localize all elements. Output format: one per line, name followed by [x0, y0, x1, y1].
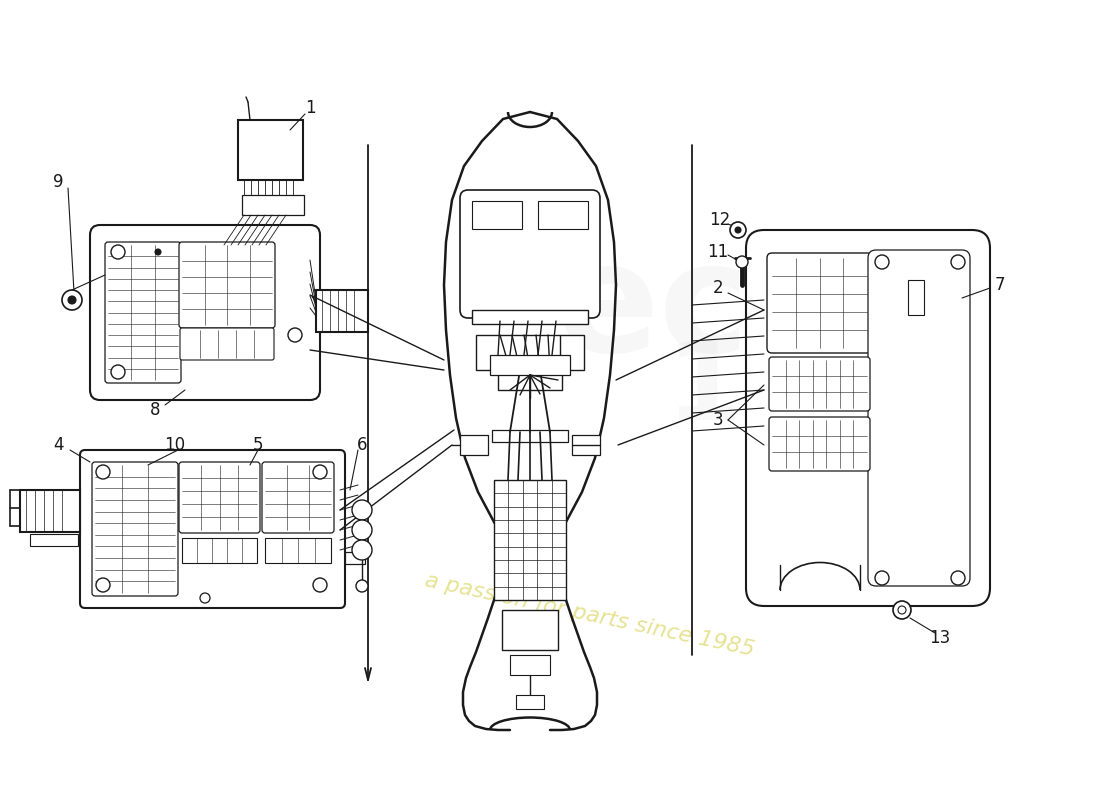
Circle shape	[96, 578, 110, 592]
Bar	[242, 195, 304, 215]
FancyBboxPatch shape	[92, 462, 178, 596]
Text: 1: 1	[305, 99, 316, 117]
Circle shape	[952, 255, 965, 269]
Text: 9: 9	[53, 173, 64, 191]
FancyBboxPatch shape	[767, 253, 872, 353]
Circle shape	[898, 606, 906, 614]
Circle shape	[314, 578, 327, 592]
FancyBboxPatch shape	[262, 462, 334, 533]
Text: 13: 13	[930, 629, 950, 647]
FancyBboxPatch shape	[868, 250, 970, 586]
Circle shape	[288, 328, 302, 342]
Bar	[238, 120, 302, 180]
Text: 1985: 1985	[666, 337, 975, 443]
Text: 5: 5	[253, 436, 263, 454]
Bar	[572, 435, 600, 455]
Circle shape	[352, 540, 372, 560]
Circle shape	[735, 227, 741, 233]
FancyBboxPatch shape	[180, 328, 274, 360]
Bar	[472, 310, 588, 324]
Circle shape	[736, 256, 748, 268]
Bar	[510, 655, 550, 675]
Text: 4: 4	[53, 436, 64, 454]
Text: 2: 2	[713, 279, 724, 297]
Circle shape	[314, 465, 327, 479]
Text: 3: 3	[713, 411, 724, 429]
Bar	[478, 195, 582, 207]
Bar	[498, 370, 562, 390]
Text: 8: 8	[150, 401, 161, 419]
Circle shape	[874, 255, 889, 269]
Bar	[460, 435, 488, 455]
Bar	[316, 290, 369, 332]
Circle shape	[62, 290, 82, 310]
Circle shape	[96, 465, 110, 479]
Text: 12: 12	[710, 211, 730, 229]
Circle shape	[730, 222, 746, 238]
Bar	[472, 201, 522, 229]
Circle shape	[352, 520, 372, 540]
FancyBboxPatch shape	[769, 417, 870, 471]
Circle shape	[952, 571, 965, 585]
Bar	[908, 280, 924, 315]
Circle shape	[874, 571, 889, 585]
Bar	[492, 430, 568, 442]
Bar	[494, 480, 566, 600]
FancyBboxPatch shape	[769, 357, 870, 411]
Circle shape	[200, 593, 210, 603]
Circle shape	[111, 365, 125, 379]
Bar	[516, 695, 544, 709]
Bar	[502, 610, 558, 650]
Bar	[30, 534, 78, 546]
Circle shape	[893, 601, 911, 619]
Text: a passion for parts since 1985: a passion for parts since 1985	[424, 570, 757, 660]
FancyBboxPatch shape	[90, 225, 320, 400]
Bar	[345, 552, 365, 564]
FancyBboxPatch shape	[179, 462, 260, 533]
Text: eces: eces	[556, 235, 945, 385]
Bar	[490, 355, 570, 375]
Circle shape	[356, 580, 369, 592]
Text: 10: 10	[164, 436, 186, 454]
Bar	[538, 201, 588, 229]
Bar	[20, 490, 80, 532]
Circle shape	[68, 296, 76, 304]
Circle shape	[111, 245, 125, 259]
FancyBboxPatch shape	[460, 190, 600, 318]
FancyBboxPatch shape	[104, 242, 182, 383]
Bar	[476, 335, 584, 370]
Circle shape	[352, 500, 372, 520]
Bar	[182, 538, 257, 563]
Text: 6: 6	[356, 436, 367, 454]
FancyBboxPatch shape	[746, 230, 990, 606]
Bar	[265, 538, 331, 563]
FancyBboxPatch shape	[80, 450, 345, 608]
Text: 7: 7	[994, 276, 1005, 294]
Circle shape	[155, 249, 161, 255]
FancyBboxPatch shape	[179, 242, 275, 328]
Text: 11: 11	[707, 243, 728, 261]
